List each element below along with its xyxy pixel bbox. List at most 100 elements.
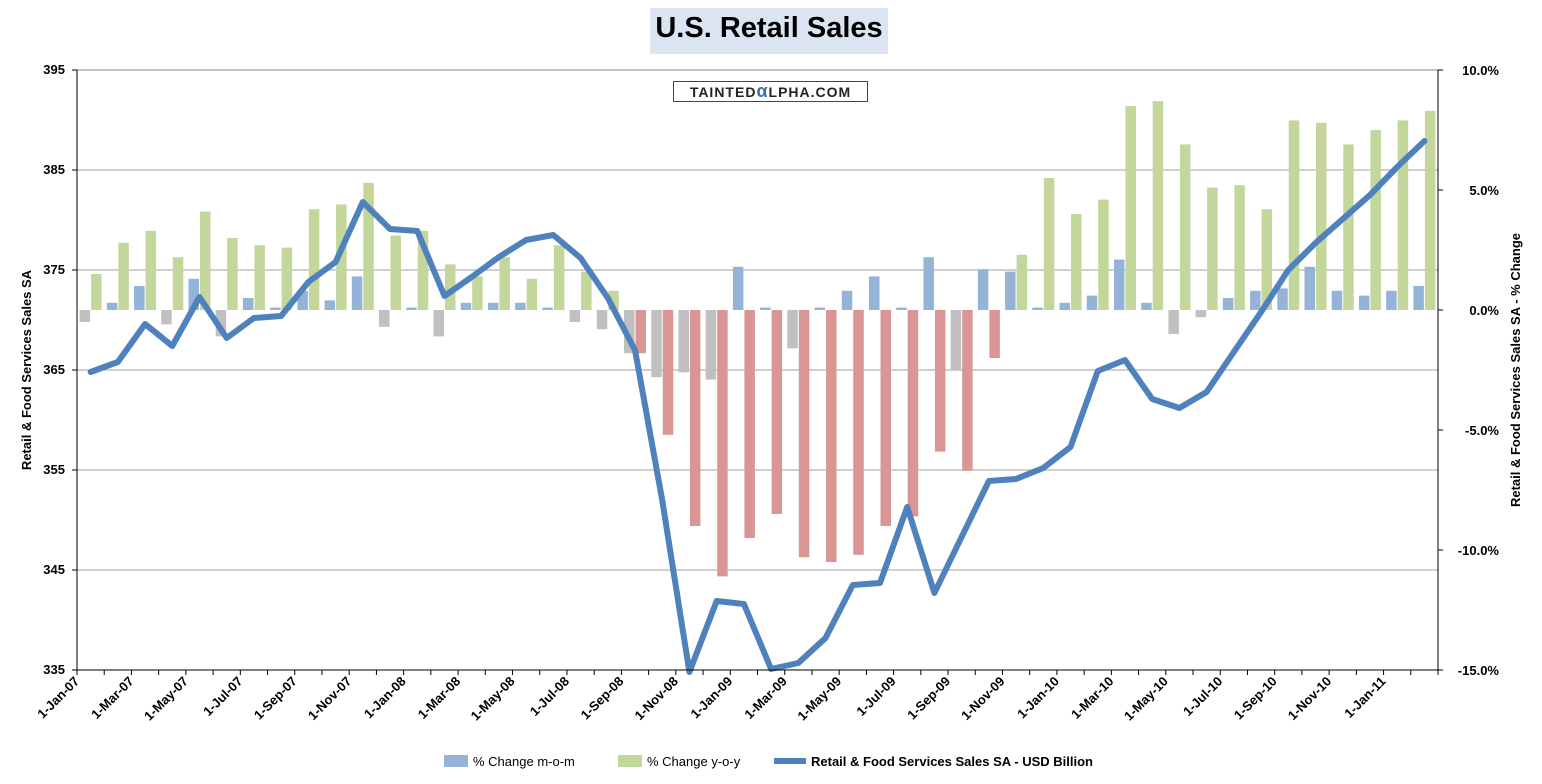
bar-mom — [950, 310, 962, 370]
bar-mom — [106, 302, 118, 310]
left-axis-title: Retail & Food Services Sales SA — [19, 269, 34, 470]
bar-mom — [515, 302, 526, 310]
watermark-text-pre: TAINTED — [689, 84, 757, 100]
left-tick-label: 345 — [43, 562, 65, 577]
axes: 335 345 355 365 375 385 395 -15.0% -10.0% -5.0% 0.… — [34, 62, 1499, 723]
bar-yoy — [281, 247, 293, 310]
legend-swatch-yoy — [618, 755, 642, 767]
bar-yoy — [1234, 185, 1245, 310]
x-tick-label: 1-Jan-07 — [34, 674, 82, 722]
bar-yoy — [608, 290, 619, 310]
bar-yoy — [744, 310, 755, 538]
bar-mom — [1141, 302, 1152, 310]
bar-mom — [1250, 290, 1261, 310]
bar-mom — [79, 310, 91, 322]
left-tick-label: 335 — [43, 662, 65, 677]
bar-yoy — [91, 274, 102, 310]
bar-mom — [1386, 290, 1397, 310]
bar-mom — [896, 307, 907, 310]
bar-yoy — [118, 242, 129, 310]
bar-yoy — [934, 310, 946, 452]
bar-yoy — [227, 238, 238, 310]
x-tick-label: 1-Nov-07 — [305, 674, 354, 723]
bar-yoy — [336, 204, 347, 310]
bar-yoy — [771, 310, 783, 514]
bar-mom — [188, 278, 199, 310]
bar-mom — [732, 266, 744, 310]
bar-mom — [1331, 290, 1343, 310]
x-tick-label: 1-Nov-08 — [632, 674, 681, 723]
x-tick-label: 1-Jan-11 — [1341, 674, 1388, 721]
bar-mom — [270, 307, 281, 310]
legend-swatch-mom — [444, 755, 468, 767]
bar-mom — [379, 310, 390, 327]
x-tick-label: 1-Mar-08 — [415, 674, 463, 722]
bar-mom — [787, 310, 798, 349]
bar-mom — [1113, 259, 1125, 310]
bar-yoy — [1043, 178, 1055, 310]
bar-yoy — [826, 310, 837, 562]
x-tick-label: 1-Mar-09 — [741, 674, 789, 722]
bar-mom — [868, 276, 880, 310]
bar-mom — [760, 307, 771, 310]
bar-mom — [1304, 266, 1316, 310]
bar-yoy — [1316, 122, 1327, 310]
bar-mom — [923, 257, 934, 310]
bar-mom — [433, 310, 444, 337]
x-tick-label: 1-Mar-07 — [88, 674, 136, 722]
legend-label-yoy: % Change y-o-y — [647, 754, 741, 769]
bar-mom — [1168, 310, 1179, 334]
x-tick-label: 1-May-09 — [794, 674, 844, 724]
bar-mom — [460, 302, 472, 310]
bar-yoy — [853, 310, 864, 555]
bar-mom — [1032, 307, 1043, 310]
bar-mom — [297, 290, 308, 310]
legend-label-mom: % Change m-o-m — [473, 754, 575, 769]
bar-yoy — [308, 209, 320, 310]
bar-yoy — [1343, 144, 1354, 310]
x-tick-label: 1-Sep-07 — [251, 674, 300, 723]
bar-yoy — [1397, 120, 1409, 311]
bar-yoy — [1125, 106, 1136, 310]
x-tick-label: 1-May-10 — [1121, 674, 1171, 724]
bar-yoy — [254, 245, 265, 310]
bar-yoy — [1261, 209, 1273, 310]
bar-mom — [1086, 295, 1098, 310]
bar-mom — [596, 310, 608, 330]
bar-yoy — [1016, 254, 1028, 310]
bar-yoy — [1370, 130, 1381, 310]
x-tick-label: 1-Nov-10 — [1285, 674, 1334, 723]
bar-mom — [1059, 302, 1071, 310]
bar-yoy — [526, 278, 538, 310]
bar-mom — [814, 307, 826, 310]
left-tick-label: 355 — [43, 462, 65, 477]
bar-mom — [351, 276, 363, 310]
bar-yoy — [689, 310, 701, 526]
bar-yoy — [962, 310, 973, 471]
bar-yoy — [989, 310, 1000, 358]
bar-mom — [324, 300, 336, 310]
right-tick-label: -5.0% — [1465, 423, 1499, 438]
bar-mom — [134, 286, 145, 310]
bar-mom — [1195, 310, 1207, 318]
x-tick-label: 1-May-07 — [141, 674, 191, 724]
bar-mom — [651, 310, 662, 378]
bar-mom — [242, 298, 254, 310]
bar-yoy — [199, 211, 211, 310]
x-tick-label: 1-Sep-09 — [904, 674, 953, 723]
bar-yoy — [1179, 144, 1191, 310]
bar-yoy — [499, 257, 510, 310]
bar-mom — [624, 310, 635, 354]
bar-yoy — [662, 310, 674, 435]
x-tick-label: 1-Jul-08 — [527, 674, 572, 719]
bar-yoy — [553, 245, 565, 310]
title-background — [650, 8, 888, 54]
bar-yoy — [1207, 187, 1218, 310]
x-tick-label: 1-Sep-10 — [1231, 674, 1280, 723]
bar-yoy — [798, 310, 810, 558]
right-tick-label: 10.0% — [1462, 63, 1499, 78]
bar-mom — [161, 310, 172, 325]
bar-mom — [1277, 288, 1288, 310]
bar-yoy — [417, 230, 429, 310]
bar-yoy — [1424, 110, 1436, 310]
